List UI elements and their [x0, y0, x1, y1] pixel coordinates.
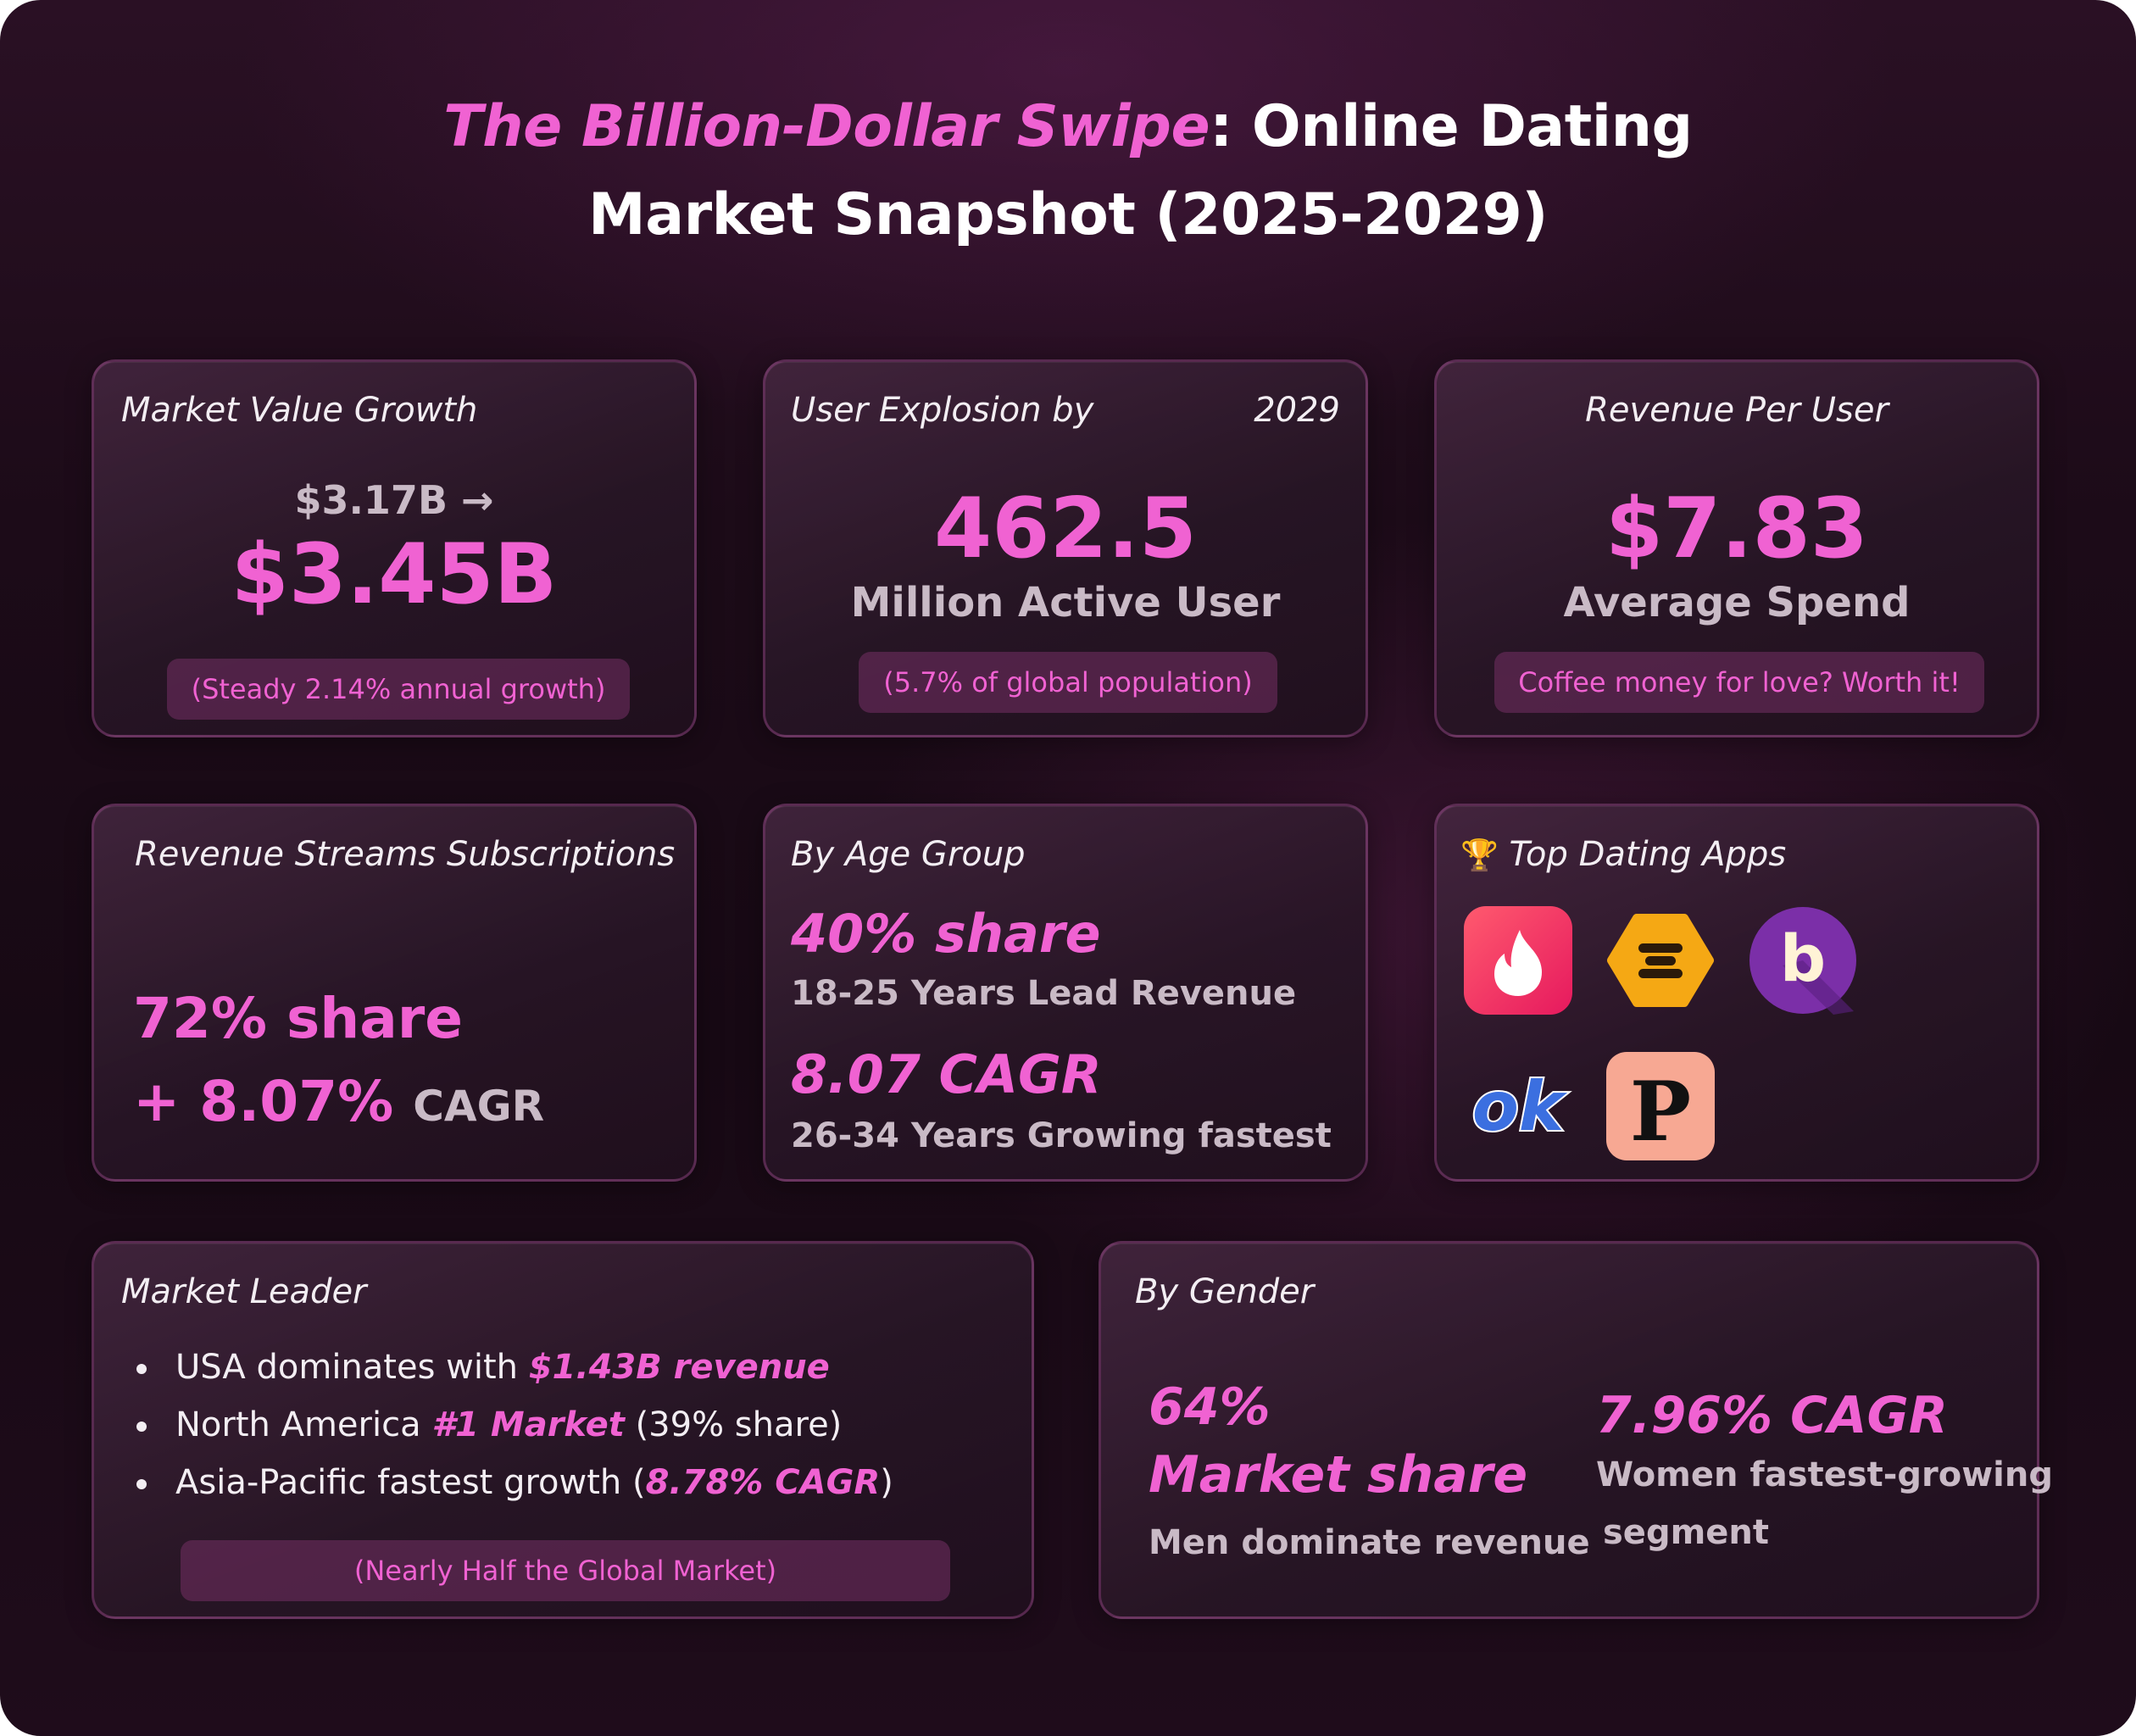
- badoo-icon[interactable]: b: [1749, 906, 1857, 1015]
- okcupid-icon[interactable]: ok: [1464, 1052, 1572, 1160]
- title-line2: Market Snapshot (2025-2029): [588, 181, 1548, 248]
- market-value-card: Market Value Growth $3.17B → $3.45B (Ste…: [92, 359, 697, 737]
- revenue-streams-card: Revenue Streams Subscriptions 72% share …: [92, 804, 697, 1182]
- age-group-cagr-desc: 26-34 Years Growing fastest: [791, 1116, 1332, 1155]
- gender-card: By Gender 64% Market share Men dominate …: [1099, 1241, 2053, 1619]
- pof-letter: P: [1630, 1064, 1691, 1160]
- users-year: 2029: [1254, 391, 1340, 430]
- top-apps-label: Top Dating Apps: [1509, 835, 1787, 874]
- gender-men-title: Market share: [1149, 1445, 1528, 1505]
- badoo-letter: b: [1780, 921, 1826, 996]
- gender-men-pct: 64%: [1149, 1377, 1271, 1437]
- page-title: The Billion-Dollar Swipe: Online Dating …: [0, 83, 2136, 259]
- age-group-share-desc: 18-25 Years Lead Revenue: [791, 974, 1297, 1013]
- market-leader-list: USA dominates with $1.43B revenue North …: [125, 1338, 893, 1511]
- revenue-streams-label: Revenue Streams Subscriptions: [135, 835, 676, 874]
- list-item: North America #1 Market (39% share): [125, 1396, 893, 1454]
- revenue-streams-cagr-label: CAGR: [413, 1082, 545, 1131]
- market-leader-card: Market Leader USA dominates with $1.43B …: [92, 1241, 1034, 1619]
- revenue-per-user-label: Revenue Per User: [1585, 391, 1888, 430]
- bumble-icon[interactable]: [1606, 906, 1715, 1015]
- market-leader-note: (Nearly Half the Global Market): [181, 1540, 950, 1601]
- list-item: Asia-Pacific fastest growth (8.78% CAGR): [125, 1454, 893, 1511]
- market-leader-label: Market Leader: [121, 1272, 367, 1311]
- revenue-per-user-value: $7.83: [1605, 481, 1868, 577]
- revenue-per-user-note: Coffee money for love? Worth it!: [1494, 652, 1984, 713]
- market-value-note: (Steady 2.14% annual growth): [167, 659, 630, 720]
- gender-women-desc2: segment: [1603, 1513, 1769, 1552]
- revenue-streams-share: 72% share: [133, 986, 464, 1051]
- top-apps-header: 🏆 Top Dating Apps: [1460, 835, 1786, 874]
- age-group-cagr: 8.07 CAGR: [791, 1043, 1102, 1105]
- users-unit: Million Active User: [850, 579, 1281, 626]
- top-apps-card: 🏆 Top Dating Apps: [1434, 804, 2039, 1182]
- market-value-from: $3.17B →: [294, 477, 494, 523]
- users-label: User Explosion by: [791, 391, 1094, 430]
- plenty-of-fish-icon[interactable]: P: [1606, 1052, 1715, 1160]
- tinder-icon[interactable]: [1464, 906, 1572, 1015]
- age-group-label: By Age Group: [791, 835, 1026, 874]
- gender-men-desc: Men dominate revenue: [1149, 1523, 1590, 1562]
- market-value-to: $3.45B: [231, 526, 558, 623]
- revenue-streams-cagr: + 8.07% CAGR: [133, 1069, 544, 1134]
- list-item: USA dominates with $1.43B revenue: [125, 1338, 893, 1396]
- gender-women-cagr: 7.96% CAGR: [1596, 1386, 1948, 1445]
- age-group-card: By Age Group 40% share 18-25 Years Lead …: [763, 804, 1368, 1182]
- trophy-icon: 🏆: [1460, 838, 1499, 873]
- gender-label: By Gender: [1135, 1272, 1315, 1311]
- revenue-per-user-unit: Average Spend: [1563, 579, 1911, 626]
- title-rest: : Online Dating: [1210, 93, 1693, 160]
- revenue-per-user-card: Revenue Per User $7.83 Average Spend Cof…: [1434, 359, 2039, 737]
- users-card: User Explosion by 2029 462.5 Million Act…: [763, 359, 1368, 737]
- users-note: (5.7% of global population): [859, 652, 1277, 713]
- title-highlight: The Billion-Dollar Swipe: [443, 93, 1210, 160]
- market-value-label: Market Value Growth: [121, 391, 478, 430]
- revenue-streams-cagr-value: + 8.07%: [133, 1069, 394, 1134]
- users-value: 462.5: [934, 481, 1197, 577]
- gender-women-desc1: Women fastest-growing: [1596, 1455, 2053, 1494]
- age-group-share: 40% share: [791, 903, 1101, 965]
- okcupid-letters: ok: [1472, 1067, 1568, 1146]
